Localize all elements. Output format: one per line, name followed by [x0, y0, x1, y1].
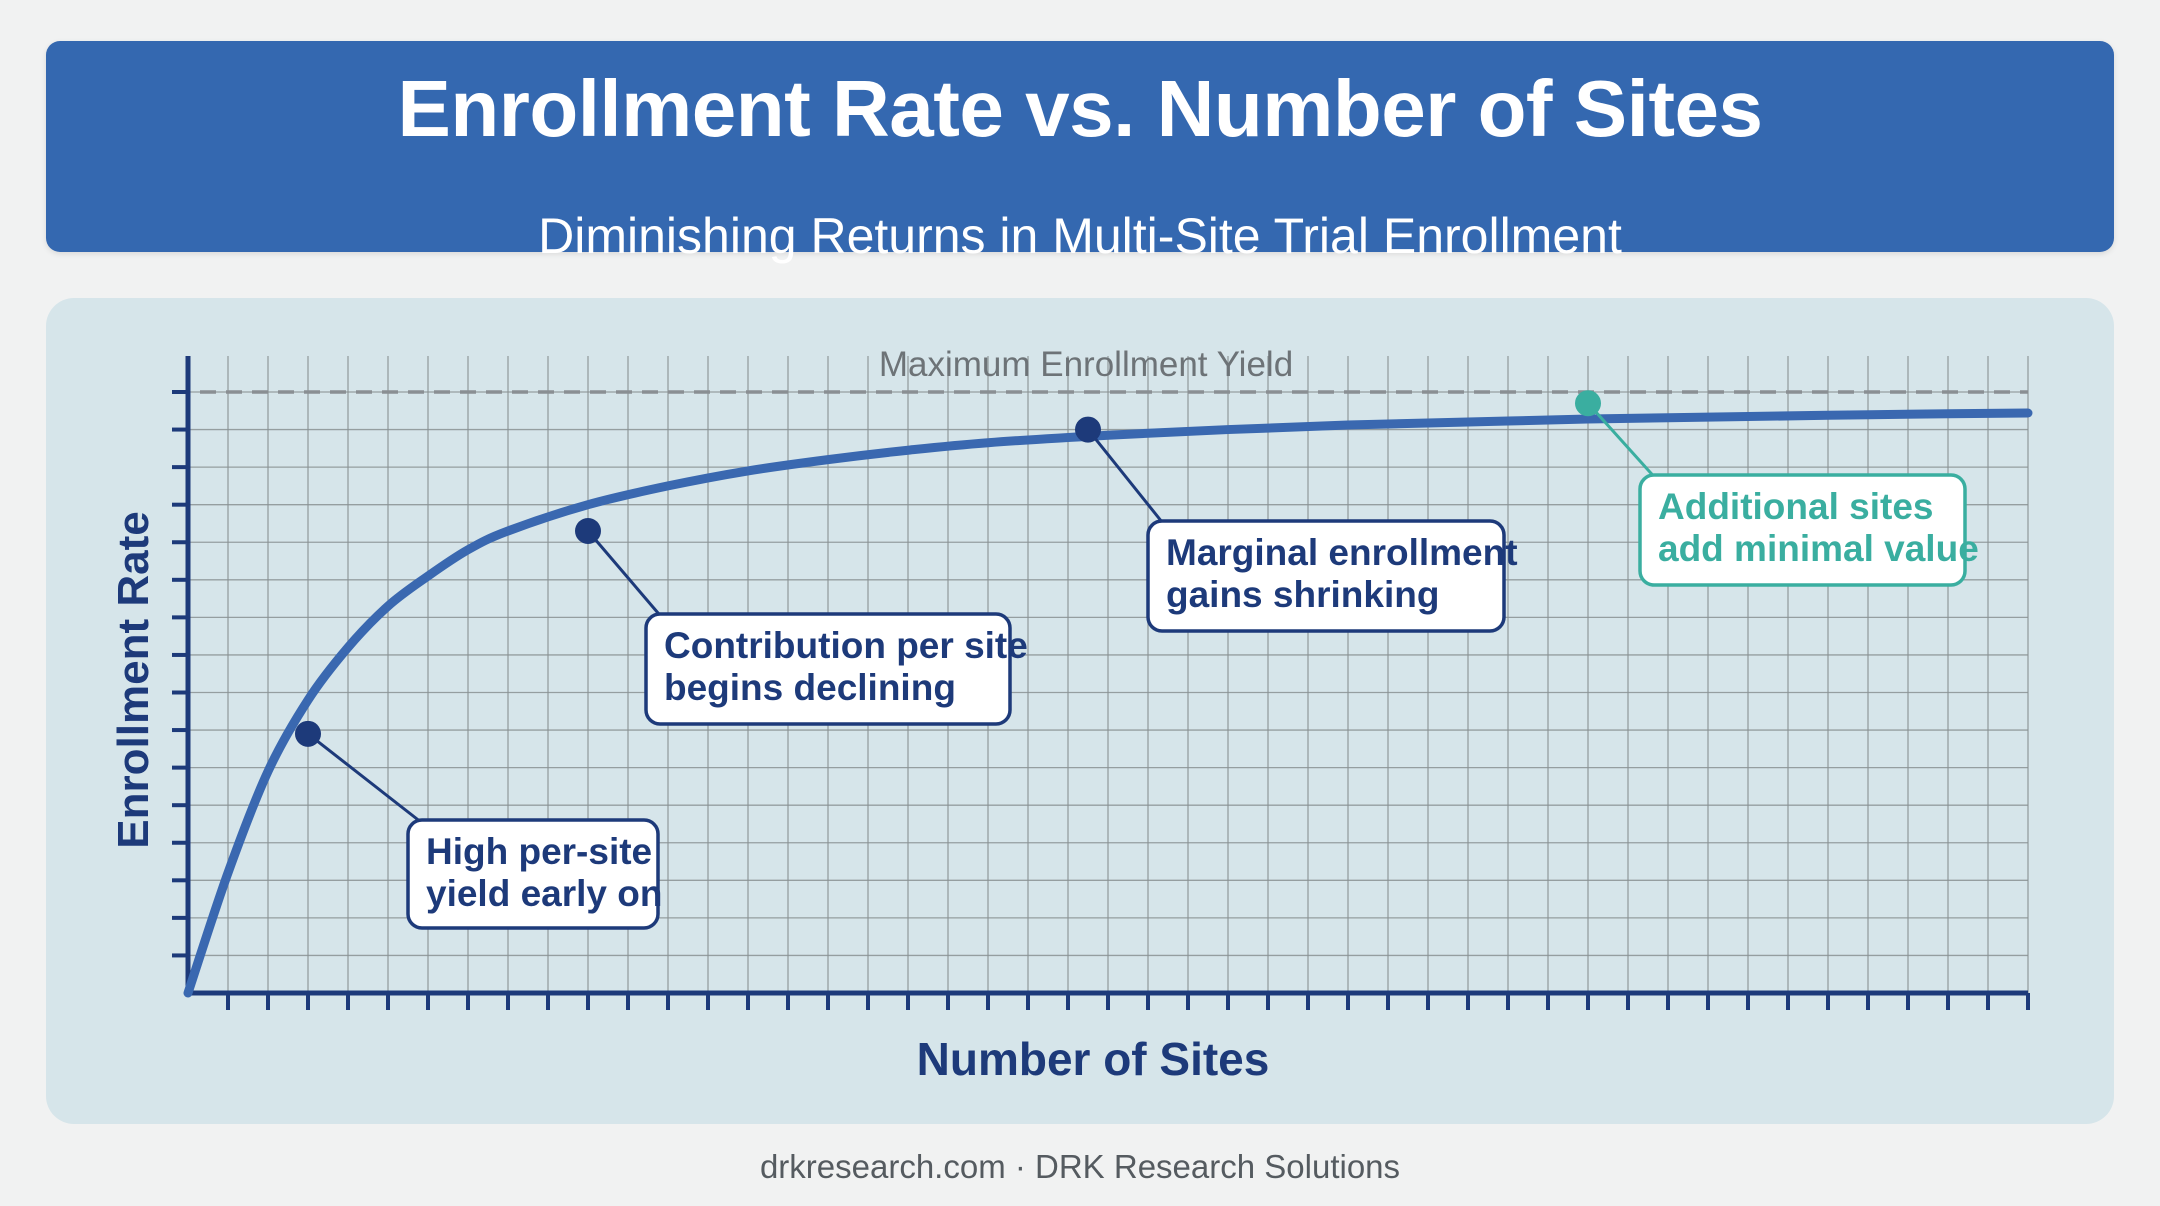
curve-marker: [575, 517, 601, 544]
curve-markers: [295, 390, 1601, 747]
curve-marker: [295, 720, 321, 747]
callout-leader-line: [1586, 402, 1660, 483]
max-yield-reference-label: Maximum Enrollment Yield: [879, 345, 1293, 384]
callout-text-line: Contribution per site: [664, 625, 1028, 666]
callout-box: [1146, 519, 1506, 633]
callout-box: [644, 612, 1012, 726]
chart-title: Enrollment Rate vs. Number of Sites: [397, 64, 1763, 153]
chart-axes: [172, 356, 2030, 1010]
footer-credit: drkresearch.com · DRK Research Solutions: [759, 1148, 1401, 1185]
callout-text-line: High per-site: [426, 831, 652, 872]
curve-marker: [1575, 390, 1601, 417]
y-axis-label: Enrollment Rate: [109, 511, 158, 848]
callout-text-line: Additional sites: [1658, 486, 1933, 527]
enrollment-curve: [183, 408, 2033, 998]
callout-box: [406, 818, 660, 930]
title-banner: Enrollment Rate vs. Number of Sites Dimi…: [46, 41, 2114, 264]
callout-text-line: begins declining: [664, 667, 956, 708]
callout-text-line: gains shrinking: [1166, 574, 1439, 615]
chart-subtitle: Diminishing Returns in Multi-Site Trial …: [538, 208, 1622, 264]
x-axis-label: Number of Sites: [917, 1033, 1270, 1085]
callout-leader-line: [1086, 428, 1168, 528]
callout-leader-line: [307, 732, 427, 828]
callout-text-line: yield early on: [426, 873, 663, 914]
callout-text-line: Marginal enrollment: [1166, 532, 1518, 573]
curve-marker: [1075, 416, 1101, 443]
callout-box: [1638, 473, 1967, 587]
callout-text-line: add minimal value: [1658, 528, 1979, 569]
callout-leader-line: [586, 530, 666, 621]
